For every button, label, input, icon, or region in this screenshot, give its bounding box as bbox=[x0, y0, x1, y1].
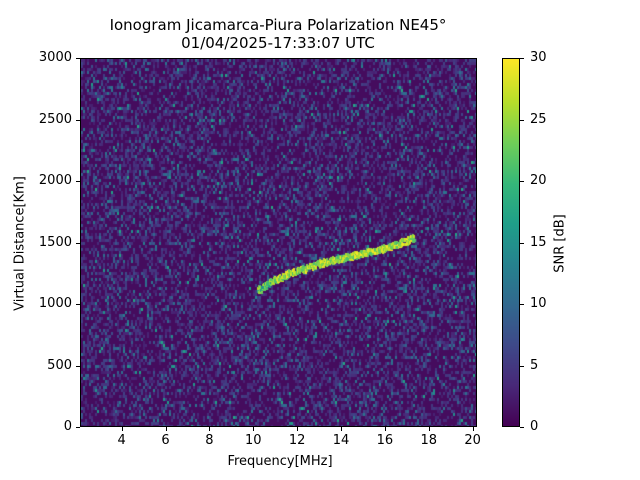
y-tick-label: 1500 bbox=[38, 234, 72, 250]
y-tick bbox=[76, 304, 80, 305]
chart-title-line1: Ionogram Jicamarca-Piura Polarization NE… bbox=[109, 16, 447, 34]
x-tick-label: 4 bbox=[117, 433, 126, 448]
y-axis-label: Virtual Distance[Km] bbox=[12, 176, 28, 311]
x-tick-label: 16 bbox=[376, 433, 394, 448]
colorbar-label: SNR [dB] bbox=[552, 214, 568, 273]
x-tick-label: 14 bbox=[332, 433, 350, 448]
y-tick-label: 500 bbox=[47, 357, 72, 373]
colorbar-tick bbox=[520, 181, 524, 182]
colorbar-tick bbox=[520, 365, 524, 367]
x-tick bbox=[209, 427, 211, 431]
y-tick bbox=[76, 242, 80, 244]
y-tick bbox=[76, 58, 80, 59]
x-tick bbox=[341, 427, 342, 431]
ionogram-plot-area bbox=[80, 58, 477, 427]
x-tick-label: 20 bbox=[464, 433, 481, 448]
colorbar-tick-label: 5 bbox=[530, 357, 539, 373]
y-tick-label: 2500 bbox=[38, 111, 72, 127]
x-tick bbox=[384, 427, 386, 431]
y-tick-label: 2000 bbox=[38, 173, 72, 188]
y-tick bbox=[76, 181, 80, 182]
x-tick bbox=[165, 427, 167, 431]
colorbar-tick bbox=[520, 58, 524, 59]
x-tick bbox=[121, 427, 123, 431]
x-tick-label: 8 bbox=[205, 433, 214, 448]
colorbar-tick-label: 0 bbox=[530, 419, 539, 434]
y-tick-label: 3000 bbox=[38, 50, 72, 65]
colorbar-tick bbox=[520, 242, 524, 244]
colorbar-tick-label: 15 bbox=[530, 234, 547, 250]
x-tick-label: 12 bbox=[288, 433, 306, 448]
colorbar bbox=[502, 58, 520, 427]
colorbar-tick-label: 10 bbox=[530, 296, 547, 311]
y-tick-label: 0 bbox=[63, 419, 72, 434]
colorbar-tick bbox=[520, 427, 524, 428]
x-tick bbox=[472, 427, 474, 431]
x-tick-label: 18 bbox=[420, 433, 437, 448]
x-tick-label: 10 bbox=[244, 433, 262, 448]
x-tick bbox=[253, 427, 255, 431]
x-tick bbox=[297, 427, 299, 431]
colorbar-tick bbox=[520, 119, 524, 121]
colorbar-tick-label: 20 bbox=[530, 173, 547, 188]
y-tick bbox=[76, 427, 80, 428]
colorbar-tick-label: 25 bbox=[530, 111, 547, 127]
colorbar-tick-label: 30 bbox=[530, 50, 547, 65]
x-tick-label: 6 bbox=[161, 433, 170, 448]
x-tick bbox=[428, 427, 430, 431]
colorbar-tick bbox=[520, 304, 524, 305]
y-tick-label: 1000 bbox=[38, 296, 72, 311]
x-axis-label: Frequency[MHz] bbox=[227, 454, 333, 469]
y-tick bbox=[76, 119, 80, 121]
chart-title-line2: 01/04/2025-17:33:07 UTC bbox=[181, 34, 375, 52]
y-tick bbox=[76, 365, 80, 367]
